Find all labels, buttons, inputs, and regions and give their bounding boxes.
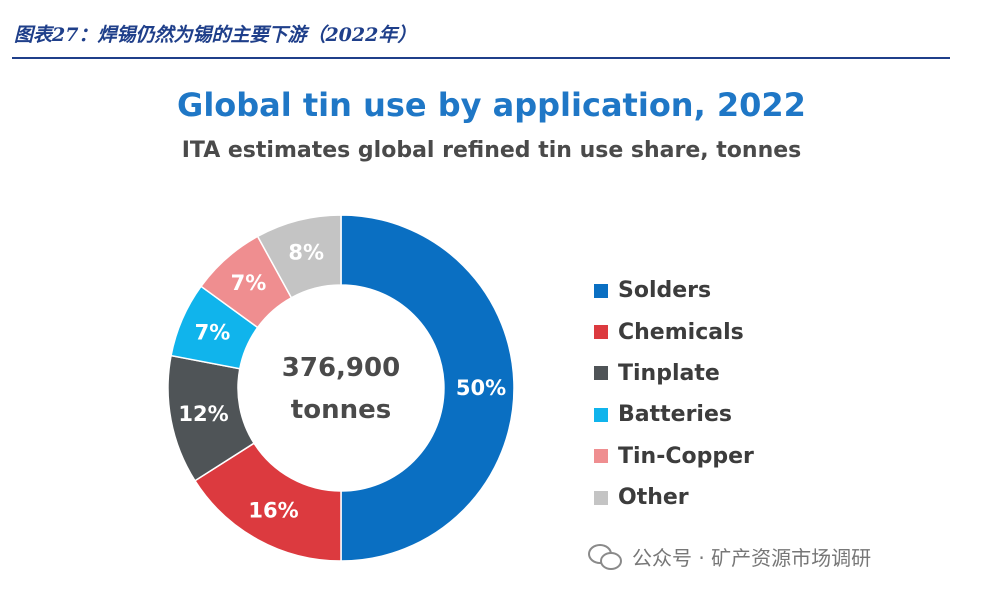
legend-item-tinplate: Tinplate	[594, 353, 754, 394]
legend-label: Tinplate	[618, 360, 720, 386]
legend-item-other: Other	[594, 477, 754, 518]
slice-label-tin-copper: 7%	[231, 271, 267, 295]
slice-label-chemicals: 16%	[248, 499, 298, 523]
center-total: 376,900	[282, 353, 400, 383]
legend-item-chemicals: Chemicals	[594, 311, 754, 352]
slice-label-tinplate: 12%	[178, 402, 228, 426]
watermark: 公众号 · 矿产资源市场调研	[588, 542, 871, 571]
slice-other	[256, 214, 342, 299]
legend-swatch	[594, 366, 608, 381]
chart-title: Global tin use by application, 2022	[177, 86, 806, 124]
slice-label-solders: 50%	[456, 376, 506, 400]
figure-caption: 图表27：焊锡仍然为锡的主要下游（2022年）	[14, 24, 417, 46]
legend-label: Solders	[618, 278, 712, 304]
legend-item-batteries: Batteries	[594, 394, 754, 435]
slice-label-other: 8%	[288, 240, 324, 264]
donut-slice-labels: 50% 16% 12% 7% 7% 8%	[178, 240, 506, 522]
legend-swatch	[594, 407, 608, 422]
legend-swatch	[594, 325, 608, 340]
legend-label: Chemicals	[618, 319, 744, 345]
chart-legend: Solders Chemicals Tinplate Batteries Tin-Cop…	[594, 270, 754, 518]
caption-divider	[12, 57, 950, 59]
legend-swatch	[594, 283, 608, 298]
legend-swatch	[594, 490, 608, 505]
wechat-icon	[588, 543, 622, 570]
legend-label: Other	[618, 485, 689, 511]
legend-swatch	[594, 449, 608, 464]
legend-label: Tin-Copper	[618, 443, 754, 469]
watermark-text: 公众号 · 矿产资源市场调研	[632, 546, 872, 570]
donut-slices	[167, 214, 515, 562]
slice-label-batteries: 7%	[195, 320, 231, 344]
legend-item-solders: Solders	[594, 270, 754, 311]
slice-solders	[340, 214, 515, 562]
center-unit: tonnes	[291, 395, 391, 425]
legend-label: Batteries	[618, 402, 732, 428]
chart-subtitle: ITA estimates global refined tin use sha…	[181, 138, 802, 163]
legend-item-tin-copper: Tin-Copper	[594, 436, 754, 477]
